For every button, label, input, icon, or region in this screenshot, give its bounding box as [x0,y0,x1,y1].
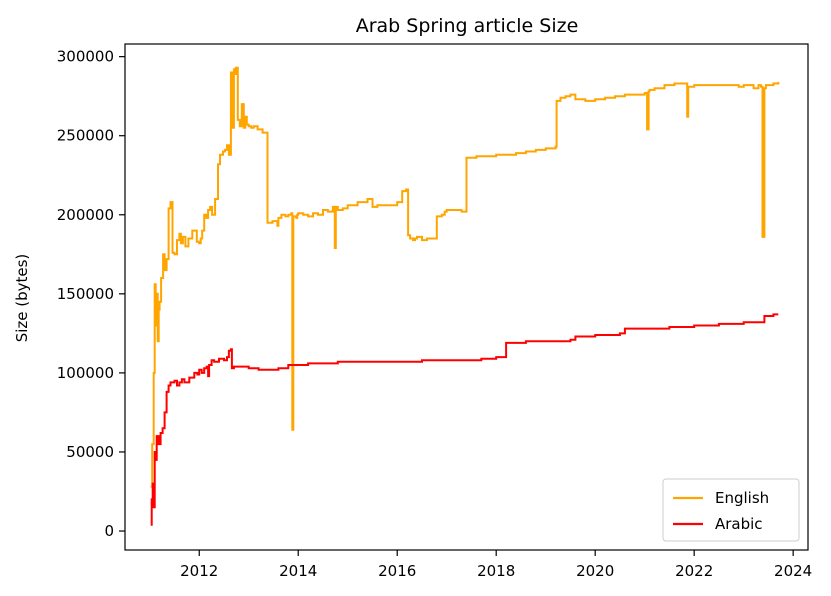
axis-ticks: 2012 2014 2016 2018 2020 2022 2024 0 50000 100000… [57,48,813,580]
y-tick-label: 0 [104,522,114,540]
x-tick-label: 2024 [774,562,812,580]
plot-area-frame [124,43,809,551]
x-tick-label: 2014 [279,562,317,580]
legend-box [662,478,800,542]
plot-lines [150,66,780,526]
x-tick-label: 2018 [477,562,515,580]
y-tick-label: 200000 [57,206,114,224]
chart-title: Arab Spring article Size [356,15,579,37]
x-tick-label: 2012 [180,562,218,580]
y-tick-label: 100000 [57,364,114,382]
legend: English Arabic [662,478,800,542]
y-tick-label: 250000 [57,127,114,145]
legend-label-english: English [715,489,769,507]
y-tick-label: 150000 [57,285,114,303]
x-tick-label: 2022 [675,562,713,580]
y-tick-label: 300000 [57,48,114,66]
series-line-english [150,66,780,488]
y-axis-label: Size (bytes) [13,254,31,343]
legend-label-arabic: Arabic [715,515,763,533]
x-tick-label: 2020 [576,562,614,580]
x-tick-label: 2016 [378,562,416,580]
y-tick-label: 50000 [66,443,114,461]
series-line-arabic [150,313,779,526]
